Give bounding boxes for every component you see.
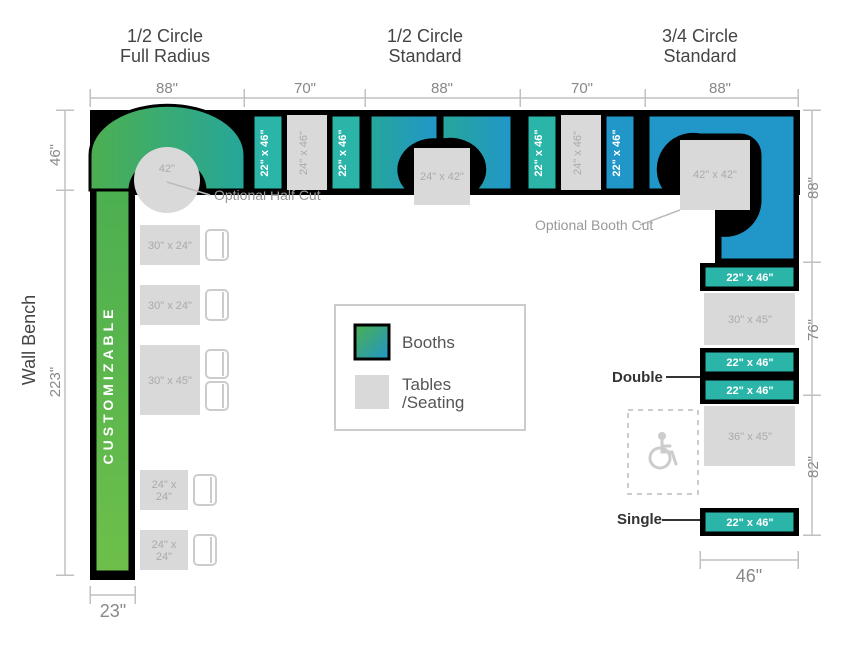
svg-text:88": 88" [805, 177, 822, 199]
top-booth-2: 22" x 46" [331, 115, 361, 190]
svg-text:88": 88" [156, 80, 178, 97]
svg-text:22" x 46": 22" x 46" [533, 129, 545, 176]
top-dimensions: 88" 70" 88" 70" 88" [90, 80, 798, 98]
svg-text:22" x 46": 22" x 46" [726, 385, 773, 397]
legend-booth-icon [355, 325, 389, 359]
svg-text:24" x 46": 24" x 46" [298, 131, 310, 175]
circle-table [134, 147, 200, 213]
header-2-l1: 1/2 Circle [387, 26, 463, 46]
legend-table-icon [355, 375, 389, 409]
legend-table-label-l2: /Seating [402, 393, 464, 412]
svg-text:30" x 24": 30" x 24" [148, 300, 192, 312]
svg-text:30" x 45": 30" x 45" [148, 375, 192, 387]
svg-text:88": 88" [431, 80, 453, 97]
svg-text:22" x 46": 22" x 46" [259, 129, 271, 176]
top-booth-3: 22" x 46" [527, 115, 557, 190]
svg-text:22" x 46": 22" x 46" [337, 129, 349, 176]
svg-text:24": 24" [156, 551, 172, 563]
left-dimensions: 46" 223" [47, 110, 65, 575]
legend: Booths Tables /Seating [335, 305, 525, 430]
svg-text:70": 70" [571, 80, 593, 97]
svg-text:22" x 46": 22" x 46" [726, 357, 773, 369]
top-booth-4: 22" x 46" [605, 115, 635, 190]
header-3-l1: 3/4 Circle [662, 26, 738, 46]
booth-cut-note: Optional Booth Cut [535, 217, 653, 233]
svg-text:24" x: 24" x [152, 479, 177, 491]
svg-text:30" x 45": 30" x 45" [728, 314, 772, 326]
svg-text:23": 23" [100, 601, 126, 621]
svg-text:76": 76" [805, 319, 822, 341]
header-3-l2: Standard [663, 46, 736, 66]
double-label: Double [612, 369, 663, 386]
svg-text:24": 24" [156, 491, 172, 503]
svg-text:24" x 42": 24" x 42" [420, 171, 464, 183]
right-dimensions: 88" 76" 82" [805, 110, 822, 535]
left-tables: 30" x 24" 30" x 24" 30" x 45" 24" x 24" … [140, 225, 228, 570]
svg-text:24" x: 24" x [152, 539, 177, 551]
svg-text:46": 46" [736, 566, 762, 586]
svg-text:36" x 45": 36" x 45" [728, 431, 772, 443]
svg-text:22" x 46": 22" x 46" [726, 517, 773, 529]
svg-text:42": 42" [159, 163, 175, 175]
svg-text:46": 46" [47, 144, 64, 166]
top-booth-1: 22" x 46" [253, 115, 283, 190]
header-2-l2: Standard [388, 46, 461, 66]
wheelchair-icon [650, 432, 676, 468]
svg-text:223": 223" [47, 367, 64, 397]
header-1-l2: Full Radius [120, 46, 210, 66]
svg-text:82": 82" [805, 456, 822, 478]
legend-booth-label: Booths [402, 333, 455, 352]
legend-table-label-l1: Tables [402, 375, 451, 394]
svg-text:22" x 46": 22" x 46" [611, 129, 623, 176]
svg-text:70": 70" [294, 80, 316, 97]
svg-text:24" x 46": 24" x 46" [572, 131, 584, 175]
header-1-l1: 1/2 Circle [127, 26, 203, 46]
svg-text:22" x 46": 22" x 46" [726, 272, 773, 284]
side-title: Wall Bench [19, 295, 39, 385]
wall-bench-label: CUSTOMIZABLE [100, 306, 116, 465]
svg-text:88": 88" [709, 80, 731, 97]
single-label: Single [617, 511, 662, 528]
svg-text:30" x 24": 30" x 24" [148, 240, 192, 252]
svg-text:42" x 42": 42" x 42" [693, 169, 737, 181]
